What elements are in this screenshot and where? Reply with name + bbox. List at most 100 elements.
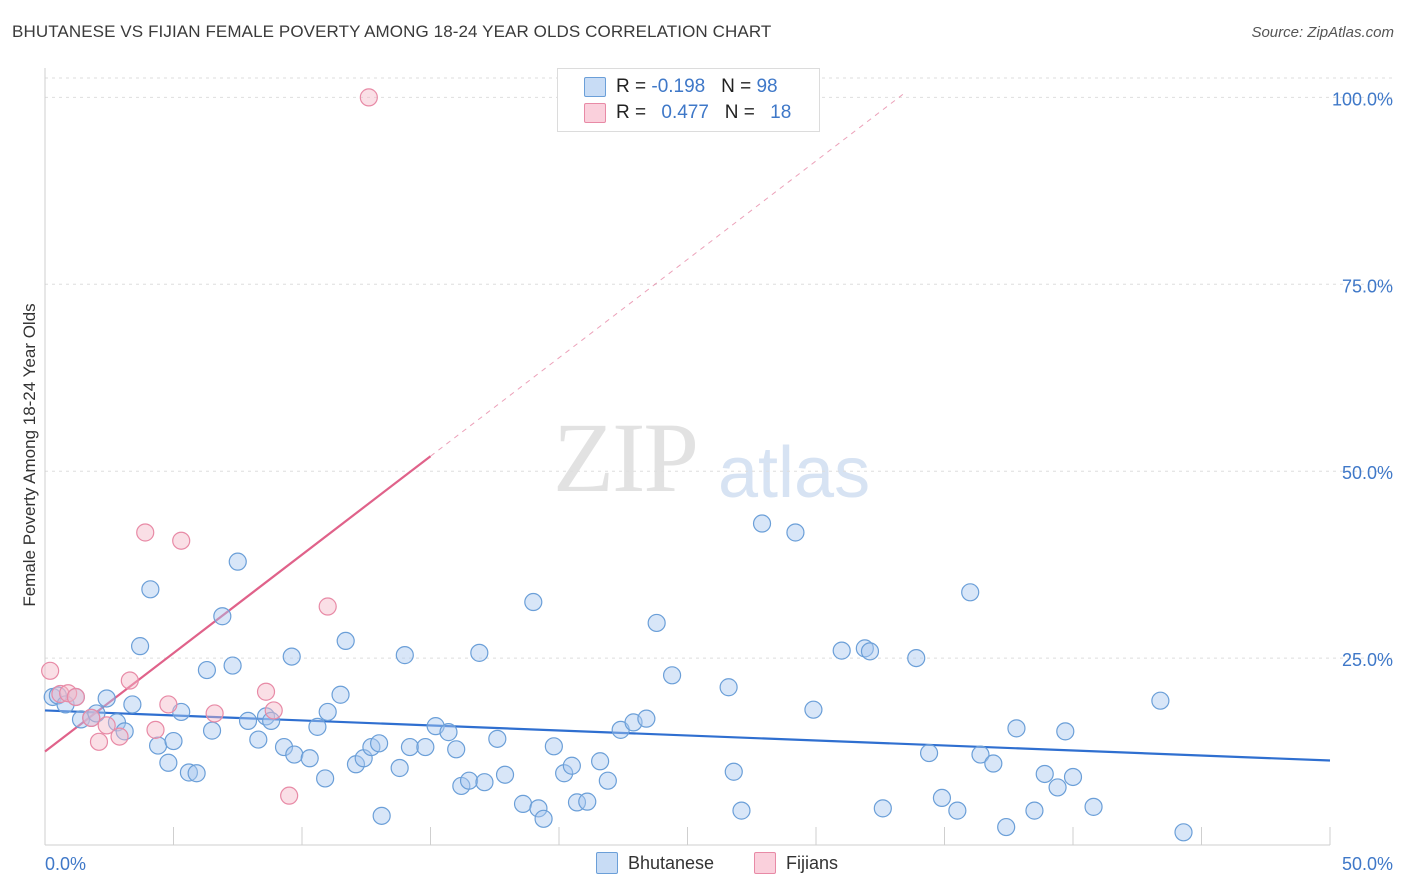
x-tick-label: 50.0% (1342, 854, 1393, 874)
point-bhutanese (123, 695, 142, 714)
point-bhutanese (961, 583, 980, 602)
point-bhutanese (1174, 823, 1193, 842)
point-bhutanese (948, 801, 967, 820)
point-bhutanese (159, 753, 178, 772)
r-label: R = (616, 102, 652, 123)
point-bhutanese (459, 771, 479, 790)
point-bhutanese (141, 580, 160, 599)
point-fijians (51, 684, 70, 704)
point-fijians (41, 661, 60, 680)
point-bhutanese (860, 642, 880, 661)
point-bhutanese (439, 723, 458, 742)
point-bhutanese (223, 656, 242, 675)
point-fijians (264, 701, 283, 720)
point-bhutanese (637, 709, 656, 728)
point-bhutanese (262, 711, 281, 730)
point-bhutanese (316, 769, 335, 788)
point-bhutanese (971, 745, 990, 764)
watermark-atlas: atlas (718, 433, 871, 513)
point-bhutanese (832, 641, 851, 660)
y-tick-label: 100.0% (1332, 89, 1393, 109)
data-points (41, 88, 1193, 842)
point-fijians (120, 671, 139, 690)
point-fijians (82, 708, 101, 728)
point-bhutanese (1035, 764, 1054, 784)
point-bhutanese (202, 721, 222, 740)
point-bhutanese (228, 552, 247, 571)
stats-legend: R = -0.198 N = 98 R = 0.477 N = 18 (557, 68, 820, 132)
y-axis-label: Female Poverty Among 18-24 Year Olds (20, 303, 39, 606)
point-bhutanese (1025, 801, 1044, 820)
axes (44, 68, 1331, 846)
legend-swatch-bhutanese (584, 77, 606, 97)
point-bhutanese (529, 799, 548, 818)
point-bhutanese (395, 646, 414, 665)
grid-lines (45, 77, 1395, 659)
point-bhutanese (115, 722, 134, 741)
point-bhutanese (470, 643, 489, 662)
chart-title: BHUTANESE VS FIJIAN FEMALE POVERTY AMONG… (12, 22, 772, 41)
point-bhutanese (1151, 691, 1170, 710)
point-bhutanese (724, 762, 743, 781)
point-bhutanese (567, 793, 587, 812)
point-fijians (146, 720, 165, 739)
point-bhutanese (390, 758, 409, 778)
bottom-legend-label-fijians: Fijians (786, 853, 839, 873)
point-fijians (97, 716, 116, 735)
point-fijians (318, 597, 337, 616)
watermark-zip: ZIP (553, 402, 699, 513)
point-bhutanese (873, 799, 892, 818)
point-bhutanese (285, 745, 304, 764)
point-bhutanese (1007, 719, 1026, 738)
bottom-legend-label-bhutanese: Bhutanese (628, 853, 715, 873)
point-fijians (66, 687, 85, 707)
point-bhutanese (274, 737, 294, 757)
y-tick-label: 75.0% (1342, 276, 1393, 296)
point-bhutanese (1063, 767, 1083, 787)
point-bhutanese (804, 700, 823, 719)
point-bhutanese (1084, 797, 1103, 816)
point-bhutanese (488, 729, 507, 748)
point-fijians (172, 531, 191, 550)
y-tick-label: 25.0% (1342, 650, 1393, 670)
r-label: R = (616, 76, 652, 97)
point-fijians (110, 727, 129, 746)
n-value-bhutanese: 98 (756, 76, 778, 97)
n-label: N = (721, 76, 757, 97)
r-value-fijians: 0.477 (661, 102, 709, 123)
point-bhutanese (300, 749, 319, 768)
point-bhutanese (647, 613, 666, 633)
point-bhutanese (591, 752, 610, 771)
point-bhutanese (662, 666, 682, 685)
trend-lines (44, 91, 1331, 762)
point-bhutanese (719, 678, 738, 697)
trendline-bhutanese (44, 709, 1331, 762)
point-bhutanese (400, 737, 420, 757)
y-tick-label: 50.0% (1342, 463, 1393, 483)
point-bhutanese (578, 792, 597, 811)
point-fijians (136, 523, 155, 542)
point-bhutanese (179, 763, 199, 782)
point-bhutanese (786, 523, 805, 542)
point-bhutanese (984, 754, 1003, 773)
point-bhutanese (732, 801, 751, 820)
point-bhutanese (919, 743, 939, 763)
point-bhutanese (752, 514, 772, 533)
point-fijians (89, 732, 109, 751)
point-bhutanese (249, 730, 268, 749)
point-fijians (256, 682, 276, 701)
point-bhutanese (187, 764, 206, 783)
point-bhutanese (513, 794, 533, 813)
point-fijians (359, 88, 378, 107)
point-bhutanese (197, 660, 217, 680)
point-bhutanese (130, 637, 150, 656)
tick-labels: 25.0% 50.0% 75.0% 100.0% 0.0% 50.0% (45, 89, 1393, 874)
point-bhutanese (282, 647, 301, 666)
point-bhutanese (447, 740, 466, 759)
bottom-legend-swatch-fijians (754, 852, 776, 874)
point-bhutanese (97, 689, 116, 708)
point-fijians (205, 704, 224, 723)
x-tick-label: 0.0% (45, 854, 86, 874)
point-bhutanese (475, 773, 494, 792)
point-bhutanese (370, 734, 389, 753)
